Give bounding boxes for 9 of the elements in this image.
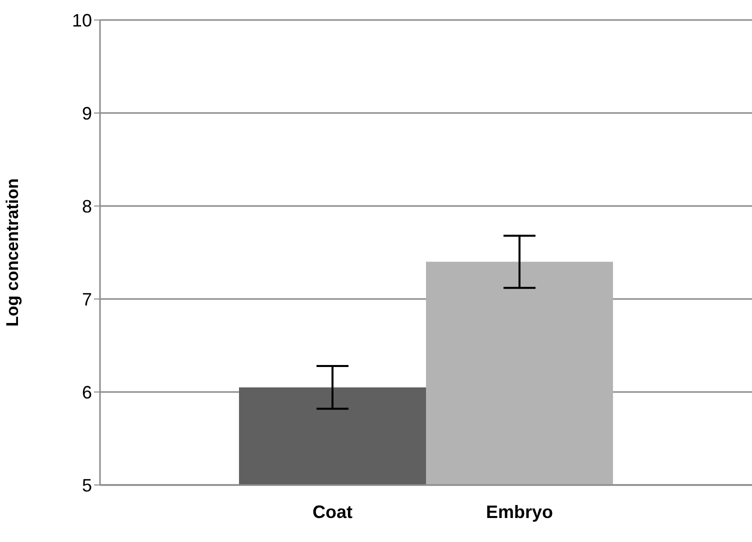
- y-axis-title: Log concentration: [3, 178, 22, 327]
- x-tick-label: Coat: [312, 502, 353, 522]
- y-tick-label: 7: [82, 289, 92, 310]
- y-tick-label: 6: [82, 382, 92, 402]
- y-tick-label: 9: [82, 103, 92, 124]
- y-tick-label: 8: [82, 196, 92, 216]
- y-tick-label: 5: [82, 475, 92, 496]
- x-tick-label: Embryo: [486, 502, 554, 522]
- y-tick-label: 10: [72, 10, 92, 30]
